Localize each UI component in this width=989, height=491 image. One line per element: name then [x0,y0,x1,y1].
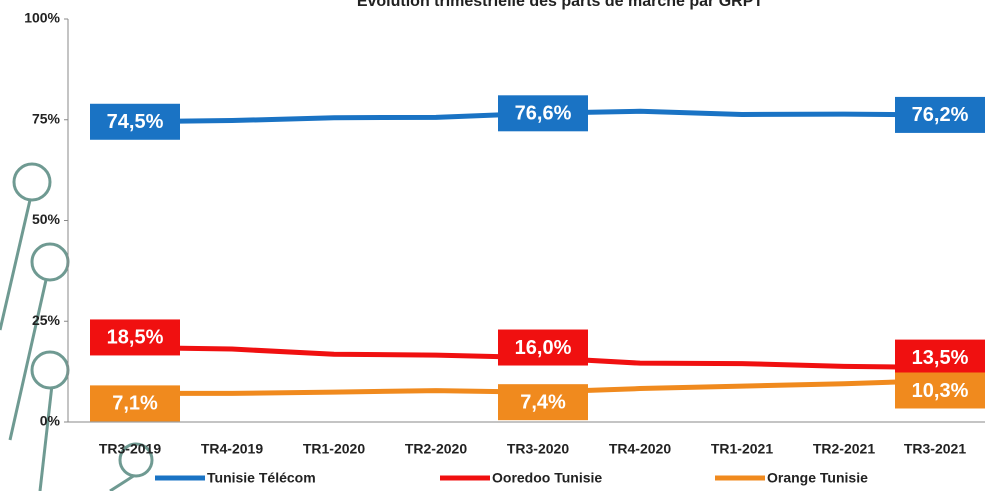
y-tick-label: 75% [32,110,61,126]
x-tick-label: TR3-2019 [99,441,161,457]
x-tick-label: TR3-2020 [507,441,569,457]
x-tick-label: TR2-2021 [813,441,875,457]
legend-label: Orange Tunisie [767,470,868,486]
value-label: 18,5% [107,327,164,349]
value-label: 76,6% [515,103,572,125]
value-label: 76,2% [912,104,969,126]
value-label: 16,0% [515,337,572,359]
value-label: 13,5% [912,347,969,369]
chart-title: Evolution trimestrielle des parts de mar… [357,0,764,10]
value-label: 74,5% [107,111,164,133]
x-tick-label: TR4-2019 [201,441,263,457]
y-tick-label: 50% [32,211,61,227]
chart: Evolution trimestrielle des parts de mar… [0,0,989,491]
x-tick-label: TR1-2020 [303,441,365,457]
y-tick-label: 25% [32,312,61,328]
legend-label: Ooredoo Tunisie [492,470,602,486]
value-label: 7,4% [520,391,566,413]
x-tick-label: TR4-2020 [609,441,671,457]
value-label: 10,3% [912,380,969,402]
x-tick-label: TR1-2021 [711,441,773,457]
legend-label: Tunisie Télécom [207,470,316,486]
x-tick-label: TR3-2021 [904,441,966,457]
value-label: 7,1% [112,393,158,415]
y-tick-label: 100% [24,10,60,26]
x-tick-label: TR2-2020 [405,441,467,457]
y-tick-label: 0% [40,413,61,429]
